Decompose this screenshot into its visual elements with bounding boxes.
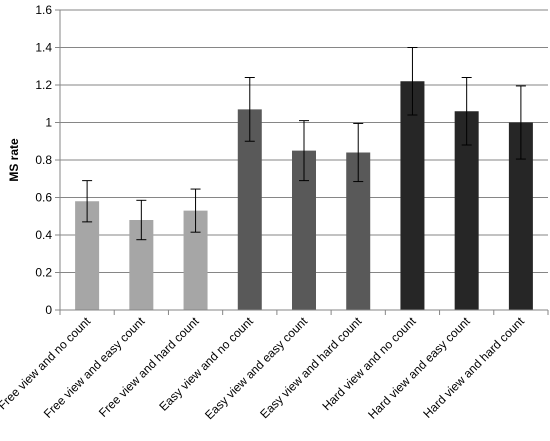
error-bars [82, 47, 526, 241]
x-category-label: Hard view and easy count [365, 314, 473, 422]
bars [75, 81, 533, 310]
y-tick-label: 0.4 [35, 228, 52, 242]
x-category-label: Free view and no count [0, 314, 94, 413]
bar [237, 109, 262, 310]
y-tick-label: 0.8 [35, 153, 52, 167]
y-tick-label: 1.6 [35, 3, 52, 17]
y-tick-label: 0 [45, 303, 52, 317]
y-tick-label: 0.2 [35, 266, 52, 280]
x-category-label: Easy view and no count [156, 314, 256, 414]
y-tick-label: 0.6 [35, 191, 52, 205]
x-category-label: Easy view and easy count [202, 314, 310, 422]
y-tick-labels: 0 0.2 0.4 0.6 0.8 1 1.2 1.4 1.6 [35, 3, 52, 317]
x-category-label: Free view and easy count [41, 314, 148, 421]
x-category-label: Hard view and hard count [420, 314, 527, 421]
y-axis-title: MS rate [7, 138, 21, 182]
y-tick-label: 1 [45, 116, 52, 130]
x-category-label: Free view and hard count [96, 314, 202, 420]
x-category-label: Easy view and hard count [257, 314, 365, 422]
y-tick-label: 1.2 [35, 78, 52, 92]
bar [400, 81, 425, 310]
axes [55, 9, 549, 315]
x-category-label: Hard view and no count [320, 314, 420, 414]
y-tick-label: 1.4 [35, 41, 52, 55]
